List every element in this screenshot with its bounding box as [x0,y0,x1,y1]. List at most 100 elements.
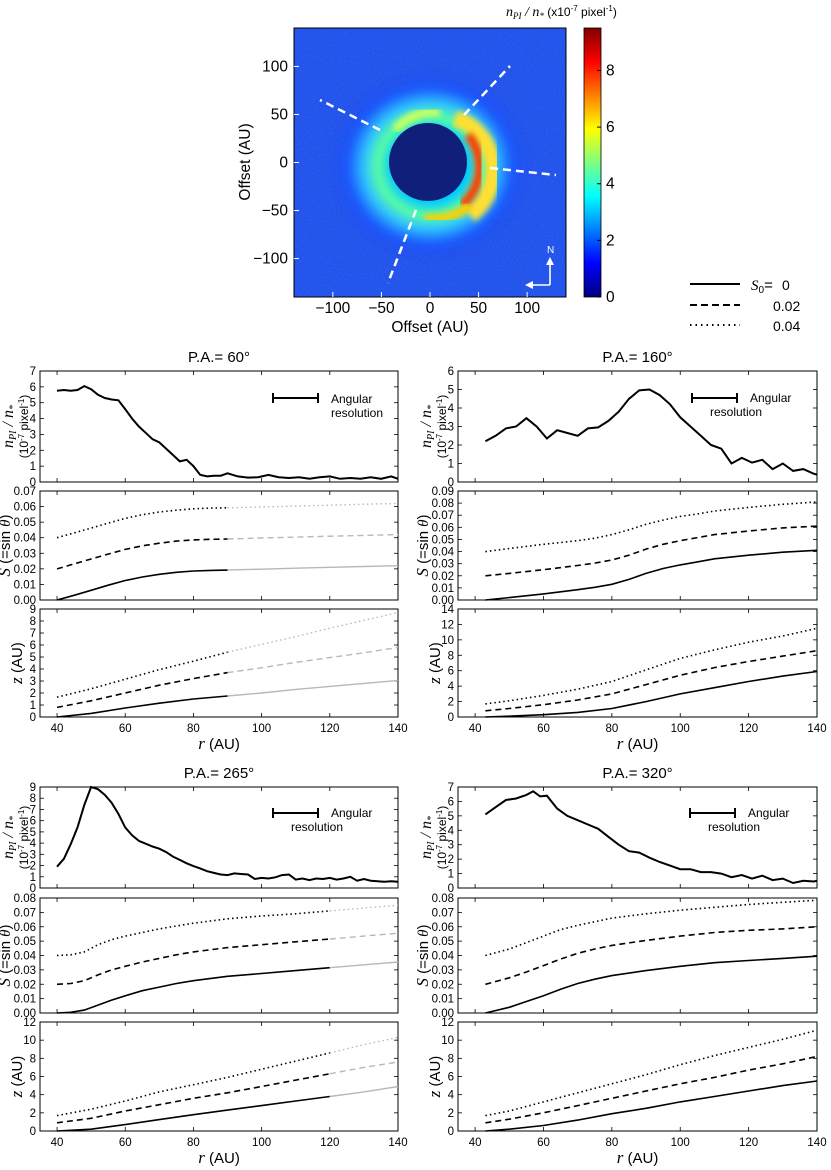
xtick-label: 140 [388,723,407,735]
compass-label: N [547,245,554,256]
ytick-label: 5 [30,398,36,410]
ytick-label: 0.00 [432,1008,454,1020]
colorbar-tick-label: 6 [606,119,615,136]
ytick-label: 0.00 [432,595,454,607]
npi-ylabel: nPI / n* [418,405,437,448]
ytick-label: 0.06 [432,522,454,534]
s-line-dashed [56,538,228,570]
z-line-dotted [485,627,818,705]
ytick-label: 0.06 [14,502,36,514]
z-line-dashed [485,1055,818,1124]
subplot-npi: 0 1 2 3 4 5 6 7 Angular resolution nPI / n*(10-7 … [0,366,399,489]
z-line-solid [56,695,228,718]
z-line-dotted-extrapolated [329,1036,399,1054]
xtick-label: 80 [605,1137,618,1149]
colorbar-tick-label: 2 [606,232,615,249]
xtick-label: 60 [119,723,132,735]
compass [525,257,554,289]
npi-ylabel-units: (10-7 pixel-1) [17,395,31,459]
ytick-label: 9 [30,782,36,794]
ytick-label: 6 [448,796,454,808]
ytick-label: 3 [30,676,36,688]
ytick-label: 6 [30,640,36,652]
ytick-label: 0.07 [432,907,454,919]
xtick-label: 40 [51,723,64,735]
resolution-label-2: resolution [708,820,760,834]
ytick-label: 12 [441,1017,454,1029]
s-line-solid-extrapolated [227,565,399,571]
ytick-label: 2 [448,854,454,866]
ytick-label: 0.08 [14,893,36,905]
xtick-label: 140 [807,1137,826,1149]
xtick-label: 100 [671,723,690,735]
image-ytick-label: 100 [262,58,288,75]
r-xlabel: r (AU) [617,1148,659,1167]
ytick-label: 4 [448,681,455,693]
subplot-z: 0 2 4 6 8 10 12 14 40 60 80 100 120 140 z (AU) [425,604,827,735]
ytick-label: 3 [448,422,454,434]
ytick-label: 0.03 [432,965,454,977]
ytick-label: 0.00 [14,1008,36,1020]
xtick-label: 80 [187,1137,200,1149]
ytick-label: 2 [30,861,36,873]
ytick-label: 2 [30,445,36,457]
cut-lines [319,65,557,284]
colorbar-label: nPI / n* (x10-7 pixel-1) [506,4,617,21]
npi-profile-line [56,785,399,883]
xtick-label: 120 [739,1137,758,1149]
image-ytick-label: −50 [262,203,289,220]
ytick-label: 3 [30,429,36,441]
xtick-label: 140 [388,1137,407,1149]
ytick-label: 8 [30,793,36,805]
resolution-label: Angular [331,392,372,406]
s-line-dotted [56,507,228,539]
ytick-label: 7 [30,366,36,378]
s-line-solid [56,966,330,1014]
ytick-label: 0.02 [432,571,454,583]
image-ytick-label: −100 [253,251,288,268]
image-xtick-label: −100 [315,300,350,317]
ytick-label: 6 [30,382,36,394]
s-line-dashed-extrapolated [227,533,399,540]
xtick-label: 80 [605,723,618,735]
ytick-label: 10 [23,1035,36,1047]
ytick-label: 4 [448,403,455,415]
ytick-label: 0.04 [432,547,455,559]
ytick-label: 0.09 [432,486,454,498]
z-ylabel: z (AU) [425,642,444,685]
ytick-label: 3 [448,840,454,852]
ytick-label: 3 [30,849,36,861]
ytick-label: 1 [448,869,454,881]
ytick-label: 14 [441,604,454,616]
ytick-label: 0.00 [14,595,36,607]
ytick-label: 0 [30,883,36,895]
xtick-label: 100 [252,1137,271,1149]
xtick-label: 40 [469,1137,482,1149]
s-line-solid-extrapolated [329,961,399,969]
xtick-label: 80 [187,723,200,735]
colorbar-tick-label: 4 [606,176,615,193]
legend-label-0: 0 [782,277,790,293]
z-line-solid [485,670,818,718]
colorbar-tick-label: 8 [606,62,615,79]
ytick-label: 0.04 [14,533,37,545]
subplot-s: 0.000.010.020.030.040.050.060.070.080.09… [413,486,818,607]
z-line-dotted [56,651,228,698]
ytick-label: 6 [30,1072,36,1084]
ytick-label: 4 [30,1090,37,1102]
ytick-label: 7 [448,782,454,794]
ytick-label: 0 [448,883,454,895]
panel-title: P.A.= 265° [184,765,254,782]
ytick-label: 0.01 [14,579,36,591]
z-line-dashed [485,649,818,712]
image-xtick-label: 50 [470,300,488,317]
r-xlabel: r (AU) [198,1148,240,1167]
s-ylabel: S (=sin θ) [0,924,14,986]
s-line-dotted-extrapolated [329,904,399,912]
ytick-label: 8 [448,1053,454,1065]
ytick-label: 10 [441,635,454,647]
